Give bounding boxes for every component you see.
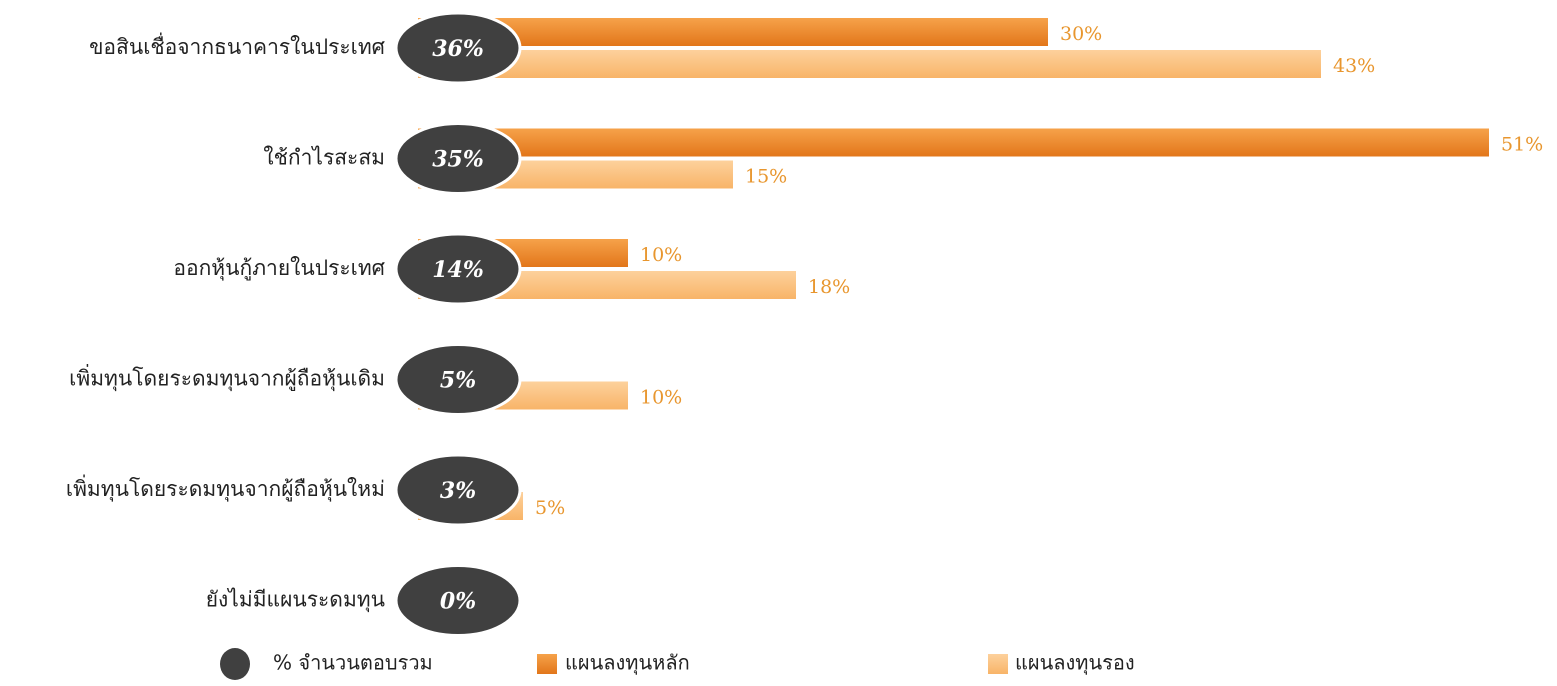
total-marker: [394, 564, 522, 637]
total-marker: [394, 343, 522, 416]
legend-swatch: [988, 654, 1008, 674]
value-label: 10%: [640, 387, 682, 409]
category-label: ออกหุ้นกู้ภายในประเทศ: [173, 256, 385, 281]
value-label: 18%: [808, 276, 850, 298]
value-label: 15%: [745, 166, 787, 188]
value-label: 30%: [1060, 23, 1102, 45]
category-label: ขอสินเชื่อจากธนาคารในประเทศ: [89, 32, 386, 59]
total-label: 35%: [432, 147, 484, 173]
total-label: 36%: [432, 36, 484, 62]
total-label: 3%: [440, 478, 476, 504]
category-label: เพิ่มทุนโดยระดมทุนจากผู้ถือหุ้นเดิม: [69, 364, 385, 392]
total-label: 14%: [432, 257, 484, 283]
legend-swatch: [537, 654, 557, 674]
category-label: ยังไม่มีแผนระดมทุน: [206, 588, 385, 613]
value-label: 10%: [640, 244, 682, 266]
legend-label: แผนลงทุนรอง: [1015, 651, 1135, 676]
bar: [418, 128, 1489, 157]
value-label: 43%: [1333, 55, 1375, 77]
total-marker: [394, 11, 522, 85]
legend-swatch: [220, 648, 250, 680]
value-label: 5%: [535, 497, 565, 519]
total-label: 5%: [440, 368, 476, 394]
total-marker: [394, 232, 522, 306]
bar: [418, 50, 1321, 78]
category-label: เพิ่มทุนโดยระดมทุนจากผู้ถือหุ้นใหม่: [66, 474, 385, 502]
bar: [418, 18, 1048, 46]
total-label: 0%: [440, 589, 476, 615]
value-label: 51%: [1501, 134, 1543, 156]
legend-label: % จำนวนตอบรวม: [273, 651, 433, 675]
category-label: ใช้กำไรสะสม: [263, 146, 385, 170]
total-marker: [394, 453, 522, 527]
legend-label: แผนลงทุนหลัก: [565, 651, 690, 676]
total-marker: [394, 122, 522, 195]
